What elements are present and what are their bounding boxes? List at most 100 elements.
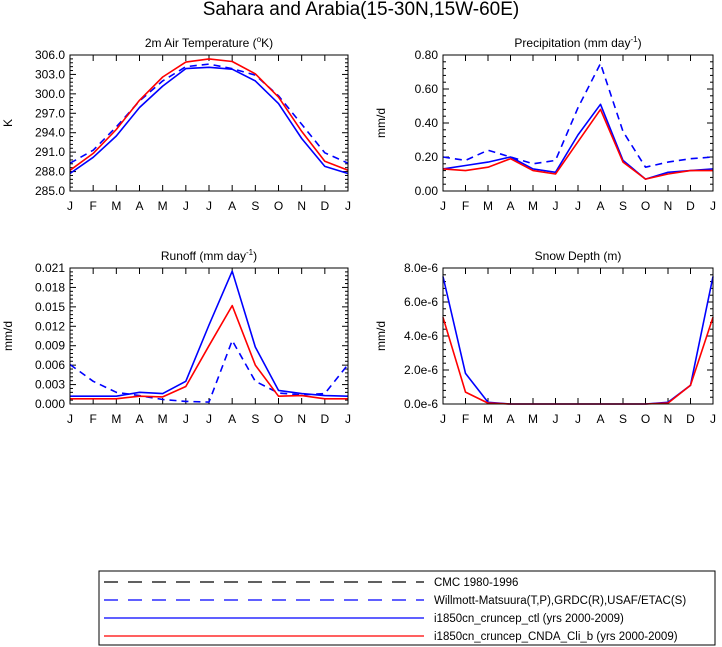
panel-title: Snow Depth (m) [535,249,622,263]
legend-label: i1850cn_cruncep_ctl (yrs 2000-2009) [434,613,624,625]
series-line [442,103,714,180]
x-tick-label: A [596,199,604,213]
plot-frame [69,54,349,192]
x-tick-label: A [596,412,604,426]
plot-frame [442,54,714,192]
y-tick-label: 0.021 [35,261,65,275]
panels: 2m Air Temperature (oK) K 285.0 288.0 291.0 2… [1,35,716,426]
y-tick-label: 0.000 [35,397,65,411]
y-tick-label: 0.009 [35,339,65,353]
x-tick-label: M [528,199,538,213]
y-axis-label: mm/d [374,321,388,351]
x-tick-label: M [483,199,493,213]
y-tick-label: 297.0 [35,106,65,120]
x-tick-label: J [710,412,716,426]
series-line [70,270,349,398]
panel-3: Runoff (mm day-1) mm/d 0.000 0.003 0.006 0.00… [1,248,351,426]
legend-label: i1850cn_cruncep_CNDA_Cli_b (yrs 2000-200… [434,631,678,643]
x-tick-label: A [506,412,514,426]
x-tick-label: J [575,199,581,213]
series-line [69,66,349,175]
panel-1: 2m Air Temperature (oK) K 285.0 288.0 291.0 2… [1,35,351,213]
x-tick-label: M [111,412,121,426]
x-tick-label: J [440,199,446,213]
x-tick-label: J [440,412,446,426]
y-tick-label: 300.0 [35,87,65,101]
x-tick-label: S [619,199,627,213]
x-tick-label: D [686,199,695,213]
y-tick-label: 0.00 [415,184,439,198]
figure-title: Sahara and Arabia(15-30N,15W-60E) [203,0,520,20]
x-tick-label: J [67,412,73,426]
x-tick-label: O [274,199,283,213]
panel-title: Runoff (mm day-1) [161,248,257,263]
series-line [442,108,713,180]
panel-4: Snow Depth (m) mm/d 0.0e-6 2.0e-6 4.0e-6 6.0e… [374,249,716,426]
x-tick-label: J [345,412,351,426]
y-axis-label: mm/d [374,108,388,138]
y-tick-label: 306.0 [35,48,65,62]
x-tick-label: N [664,412,673,426]
panel-title-text: Snow Depth (m) [535,249,622,263]
panel-title: 2m Air Temperature (oK) [145,35,273,50]
x-tick-label: J [206,412,212,426]
x-tick-label: A [228,199,236,213]
legend: CMC 1980-1996 Willmott-Matsuura(T,P),GRDC… [98,570,716,646]
x-tick-label: N [297,199,306,213]
x-tick-label: J [183,412,189,426]
x-tick-label: J [553,199,559,213]
y-tick-label: 8.0e-6 [404,261,438,275]
y-tick-label: 291.0 [35,145,65,159]
legend-label: Willmott-Matsuura(T,P),GRDC(R),USAF/ETAC… [434,595,686,607]
y-tick-label: 285.0 [35,184,65,198]
x-tick-label: J [206,199,212,213]
x-tick-label: N [664,199,673,213]
panel-title-superscript: -1 [630,35,638,44]
y-tick-label: 0.60 [415,82,439,96]
y-tick-label: 2.0e-6 [404,363,438,377]
y-tick-label: 303.0 [35,67,65,81]
panel-title-superscript: -1 [246,248,254,257]
x-tick-label: J [67,199,73,213]
x-tick-label: J [575,412,581,426]
y-tick-label: 6.0e-6 [404,295,438,309]
y-tick-label: 0.0e-6 [404,397,438,411]
x-tick-label: O [641,412,650,426]
panel-title-text: Runoff (mm day [161,249,246,263]
y-tick-label: 288.0 [35,165,65,179]
y-axis-label: K [1,119,15,127]
series-line [70,304,348,400]
x-tick-label: O [274,412,283,426]
x-tick-label: A [135,199,143,213]
y-tick-label: 0.012 [35,319,65,333]
x-tick-label: M [158,412,168,426]
x-tick-label: M [528,412,538,426]
x-tick-label: J [553,412,559,426]
y-tick-label: 0.003 [35,378,65,392]
x-tick-label: F [462,412,469,426]
x-tick-label: J [183,199,189,213]
y-axis-label: mm/d [1,321,15,351]
x-tick-label: S [251,199,259,213]
x-tick-label: D [686,412,695,426]
y-tick-label: 0.015 [35,300,65,314]
y-tick-label: 0.018 [35,280,65,294]
series-line [442,317,714,405]
x-tick-label: D [320,199,329,213]
y-tick-label: 0.20 [415,150,439,164]
panel-title: Precipitation (mm day-1) [514,35,641,50]
series-line [442,62,714,168]
panel-title-superscript: o [257,35,262,44]
series-line [69,58,349,172]
panel-title-text: Precipitation (mm day [514,36,630,50]
series-line [69,339,349,403]
plot-frame [442,267,714,405]
y-tick-label: 0.006 [35,358,65,372]
panel-title-text: ) [638,36,642,50]
x-tick-label: S [619,412,627,426]
x-tick-label: A [228,412,236,426]
x-tick-label: F [89,412,96,426]
x-tick-label: J [345,199,351,213]
x-tick-label: S [251,412,259,426]
